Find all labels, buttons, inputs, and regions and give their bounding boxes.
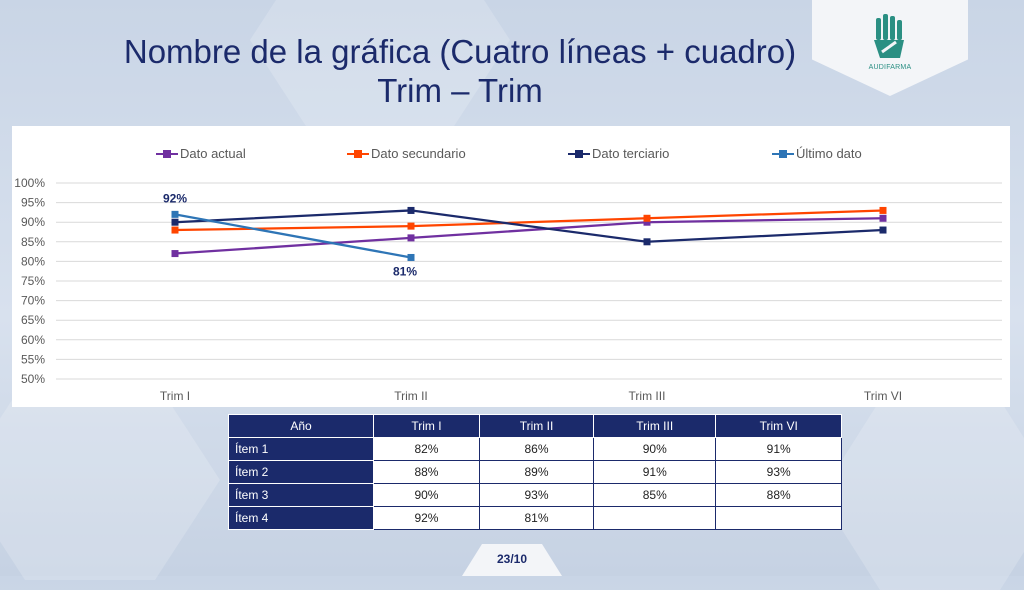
series-line (174, 209, 884, 243)
legend-item: Dato terciario (568, 146, 669, 161)
legend-swatch (156, 149, 178, 158)
y-tick-label: 100% (14, 176, 45, 190)
table-row-label: Ítem 3 (228, 483, 374, 507)
table-header-cell: Año (228, 414, 374, 438)
data-point (407, 206, 415, 214)
data-point (643, 218, 651, 226)
legend-label: Dato terciario (592, 146, 670, 161)
table-cell: 82% (373, 437, 480, 461)
data-point (171, 218, 179, 226)
table-row: Ítem 4 92% 81% (228, 506, 842, 530)
slide-title: Nombre de la gráfica (Cuatro líneas + cu… (0, 32, 920, 110)
y-tick-label: 70% (21, 294, 45, 308)
y-tick-label: 85% (21, 235, 45, 249)
table-cell: 89% (478, 460, 595, 484)
y-tick-label: 95% (21, 196, 45, 210)
page-number: 23/10 (496, 552, 528, 566)
table-cell: 90% (373, 483, 480, 507)
table-row: Ítem 2 88% 89% 91% 93% (228, 460, 842, 484)
table-cell: 81% (478, 506, 595, 530)
x-tick-label: Trim VI (864, 389, 902, 403)
x-tick-label: Trim II (394, 389, 428, 403)
table-cell: 85% (593, 483, 717, 507)
table-header-row: Año Trim I Trim II Trim III Trim VI (228, 414, 842, 438)
table-row-label: Ítem 1 (228, 437, 374, 461)
data-point (643, 214, 651, 222)
legend-swatch (568, 149, 590, 158)
table-cell: 88% (373, 460, 480, 484)
table-cell: 86% (478, 437, 595, 461)
data-label: 81% (393, 264, 417, 278)
data-point (879, 226, 887, 234)
data-point (171, 226, 179, 234)
legend-label: Último dato (796, 146, 862, 161)
table-header-cell: Trim VI (715, 414, 842, 438)
y-tick-label: 65% (21, 313, 45, 327)
legend-swatch (772, 149, 794, 158)
data-point (879, 206, 887, 214)
series-line (174, 213, 412, 259)
series-line (174, 217, 884, 255)
table-row-label: Ítem 4 (228, 506, 374, 530)
table-row: Ítem 3 90% 93% 85% 88% (228, 483, 842, 507)
table-header-cell: Trim III (593, 414, 717, 438)
data-point (407, 222, 415, 230)
table-cell: 93% (478, 483, 595, 507)
data-point (171, 250, 179, 258)
line-chart: 50% 55% 60% 65% 70% 75% 80% 85% 90% 95% 100% Trim I… (14, 176, 1002, 403)
table-cell: 93% (715, 460, 842, 484)
legend-label: Dato actual (180, 146, 246, 161)
data-point (407, 234, 415, 242)
data-point (171, 210, 179, 218)
legend-item: Último dato (772, 146, 862, 161)
y-tick-label: 60% (21, 333, 45, 347)
y-tick-label: 75% (21, 274, 45, 288)
logo-text: AUDIFARMA (868, 64, 912, 71)
legend-label: Dato secundario (371, 146, 466, 161)
table-header-cell: Trim II (478, 414, 595, 438)
data-point (407, 253, 415, 261)
data-label: 92% (163, 191, 187, 205)
table-row-label: Ítem 2 (228, 460, 374, 484)
table-cell: 90% (593, 437, 717, 461)
y-tick-label: 80% (21, 254, 45, 268)
table-cell: 91% (715, 437, 842, 461)
y-tick-label: 55% (21, 352, 45, 366)
legend-item: Dato secundario (347, 146, 466, 161)
table-cell (593, 506, 717, 530)
title-line-1: Nombre de la gráfica (Cuatro líneas + cu… (123, 33, 797, 70)
table-cell: 92% (373, 506, 480, 530)
legend-swatch (347, 149, 369, 158)
data-point (643, 238, 651, 246)
chart-panel (12, 126, 1010, 407)
audifarma-logo-icon (874, 14, 904, 58)
y-tick-label: 90% (21, 215, 45, 229)
chart-legend: Dato actual Dato secundario Dato terciario… (0, 146, 1024, 162)
table-header-cell: Trim I (373, 414, 480, 438)
table-row: Ítem 1 82% 86% 90% 91% (228, 437, 842, 461)
data-table: Año Trim I Trim II Trim III Trim VI Ítem… (228, 414, 842, 530)
title-line-2: Trim – Trim (377, 72, 543, 109)
table-cell: 88% (715, 483, 842, 507)
data-point (879, 214, 887, 222)
series-line (174, 209, 884, 232)
x-tick-label: Trim III (629, 389, 666, 403)
table-cell (715, 506, 842, 530)
legend-item: Dato actual (156, 146, 246, 161)
y-tick-label: 50% (21, 372, 45, 386)
table-cell: 91% (593, 460, 717, 484)
x-tick-label: Trim I (160, 389, 190, 403)
